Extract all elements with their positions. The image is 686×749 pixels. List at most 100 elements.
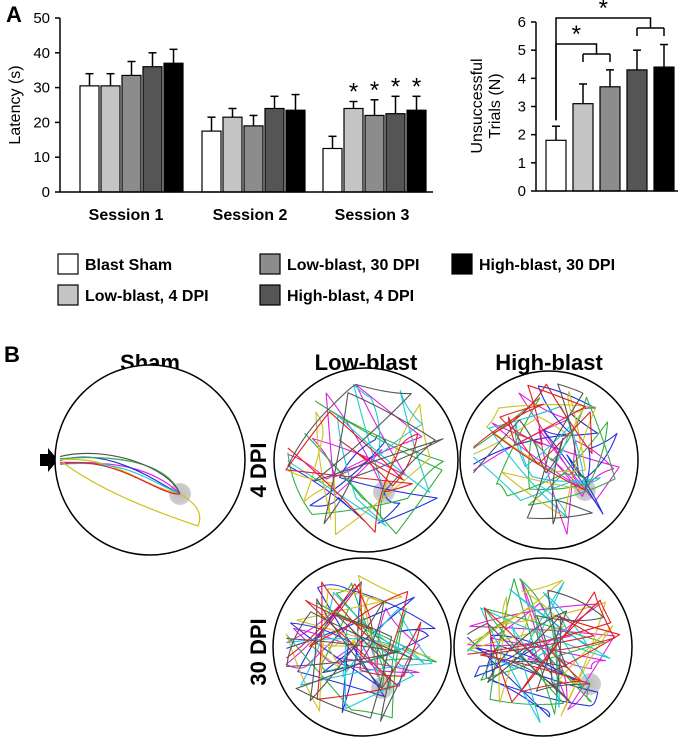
bar: [599, 86, 621, 192]
legend: Blast Sham Low-blast, 4 DPI Low-blast, 3…: [57, 253, 615, 306]
legend-item-low-blast-30dpi: Low-blast, 30 DPI: [259, 253, 419, 275]
swim-track: [473, 405, 601, 519]
maze-high-blast-4dpi: [459, 370, 639, 550]
bar: [626, 69, 648, 192]
legend-swatch: [259, 284, 281, 306]
pool-outline: [54, 364, 246, 556]
latency-y-ticks: 0 10 20 30 40 50: [33, 10, 60, 201]
pool-outline: [459, 370, 639, 550]
legend-label: Low-blast, 30 DPI: [287, 257, 419, 274]
significance-star: *: [391, 73, 400, 100]
bar: [285, 109, 306, 193]
legend-item-high-blast-30dpi: High-blast, 30 DPI: [451, 253, 615, 275]
legend-item-low-blast-4dpi: Low-blast, 4 DPI: [57, 284, 209, 306]
bar: [322, 147, 343, 193]
row-label-4dpi: 4 DPI: [246, 442, 271, 497]
swim-tracks: [59, 452, 201, 527]
legend-item-high-blast-4dpi: High-blast, 4 DPI: [259, 284, 414, 306]
latency-y-label: Latency (s): [7, 65, 24, 144]
maze-sham: [54, 364, 246, 556]
y-tick-label: 5: [518, 42, 526, 59]
swim-track: [467, 589, 605, 704]
legend-item-blast-sham: Blast Sham: [57, 253, 172, 275]
swim-track: [287, 383, 444, 525]
y-tick-label: 30: [33, 80, 50, 97]
significance-star: *: [370, 77, 379, 104]
swim-track: [59, 462, 181, 495]
category-session-2: Session 2: [213, 207, 288, 224]
legend-swatch: [259, 253, 281, 275]
maze-high-blast-30dpi: [453, 557, 633, 737]
trials-y-label-line-2: Trials (N): [487, 73, 504, 138]
swim-tracks: [285, 574, 438, 722]
bar: [201, 130, 222, 193]
latency-bars: [79, 48, 427, 193]
bar: [264, 107, 285, 193]
bar: [343, 107, 364, 193]
row-label-30dpi: 30 DPI: [246, 618, 271, 685]
category-session-3: Session 3: [335, 207, 410, 224]
bar: [222, 116, 243, 193]
bar: [121, 74, 142, 193]
y-tick-label: 2: [518, 127, 526, 144]
significance-bracket: [555, 43, 611, 121]
latency-significance: * * * *: [349, 73, 421, 105]
swim-track: [61, 461, 201, 527]
swim-track: [287, 383, 430, 527]
latency-chart: 0 10 20 30 40 50 Latency (s) Session 1 Sessio…: [7, 10, 433, 224]
y-tick-label: 20: [33, 114, 50, 131]
trials-bars: [545, 43, 675, 192]
significance-bracket: [555, 17, 665, 121]
legend-swatch: [451, 253, 473, 275]
y-tick-label: 40: [33, 45, 50, 62]
swim-track: [473, 385, 618, 515]
swim-track: [285, 598, 421, 689]
swim-track: [285, 582, 438, 719]
swim-track: [59, 452, 181, 495]
bar: [545, 139, 567, 192]
swim-track: [467, 579, 614, 717]
category-session-1: Session 1: [89, 207, 164, 224]
start-arrow-icon: [40, 448, 58, 472]
swim-track: [287, 403, 431, 535]
y-tick-label: 10: [33, 149, 50, 166]
swim-track: [467, 634, 599, 718]
y-tick-label: 0: [518, 183, 526, 200]
swim-track: [286, 591, 433, 710]
swim-tracks: [472, 383, 620, 535]
trials-y-label-line-1: Unsuccessful: [469, 58, 486, 153]
legend-swatch: [57, 253, 79, 275]
bar: [653, 66, 675, 192]
panel-a-label: A: [6, 2, 22, 27]
swim-track: [286, 598, 413, 722]
legend-label: High-blast, 30 DPI: [479, 257, 615, 274]
y-tick-label: 6: [518, 14, 526, 31]
swim-track: [59, 458, 181, 495]
bar: [406, 109, 427, 193]
y-tick-label: 50: [33, 10, 50, 27]
bar: [79, 85, 100, 193]
trials-significance: **: [555, 0, 665, 121]
y-tick-label: 3: [518, 99, 526, 116]
swim-track: [473, 383, 593, 491]
swim-track: [472, 383, 593, 525]
bar: [364, 114, 385, 193]
y-tick-label: 1: [518, 155, 526, 172]
maze-low-blast-30dpi: [272, 557, 452, 737]
swim-track: [287, 400, 444, 535]
swim-tracks: [467, 578, 621, 723]
swim-track: [285, 574, 431, 712]
panel-b-label: B: [4, 342, 20, 367]
trials-y-ticks: 0 1 2 3 4 5 6: [518, 14, 536, 200]
bar: [243, 125, 264, 193]
bar: [100, 85, 121, 193]
swim-tracks: [285, 383, 444, 535]
y-tick-label: 0: [42, 184, 50, 201]
swim-track: [473, 396, 616, 506]
significance-star: *: [572, 21, 581, 48]
bar: [163, 62, 184, 193]
swim-track: [59, 462, 181, 495]
bar: [572, 103, 594, 192]
